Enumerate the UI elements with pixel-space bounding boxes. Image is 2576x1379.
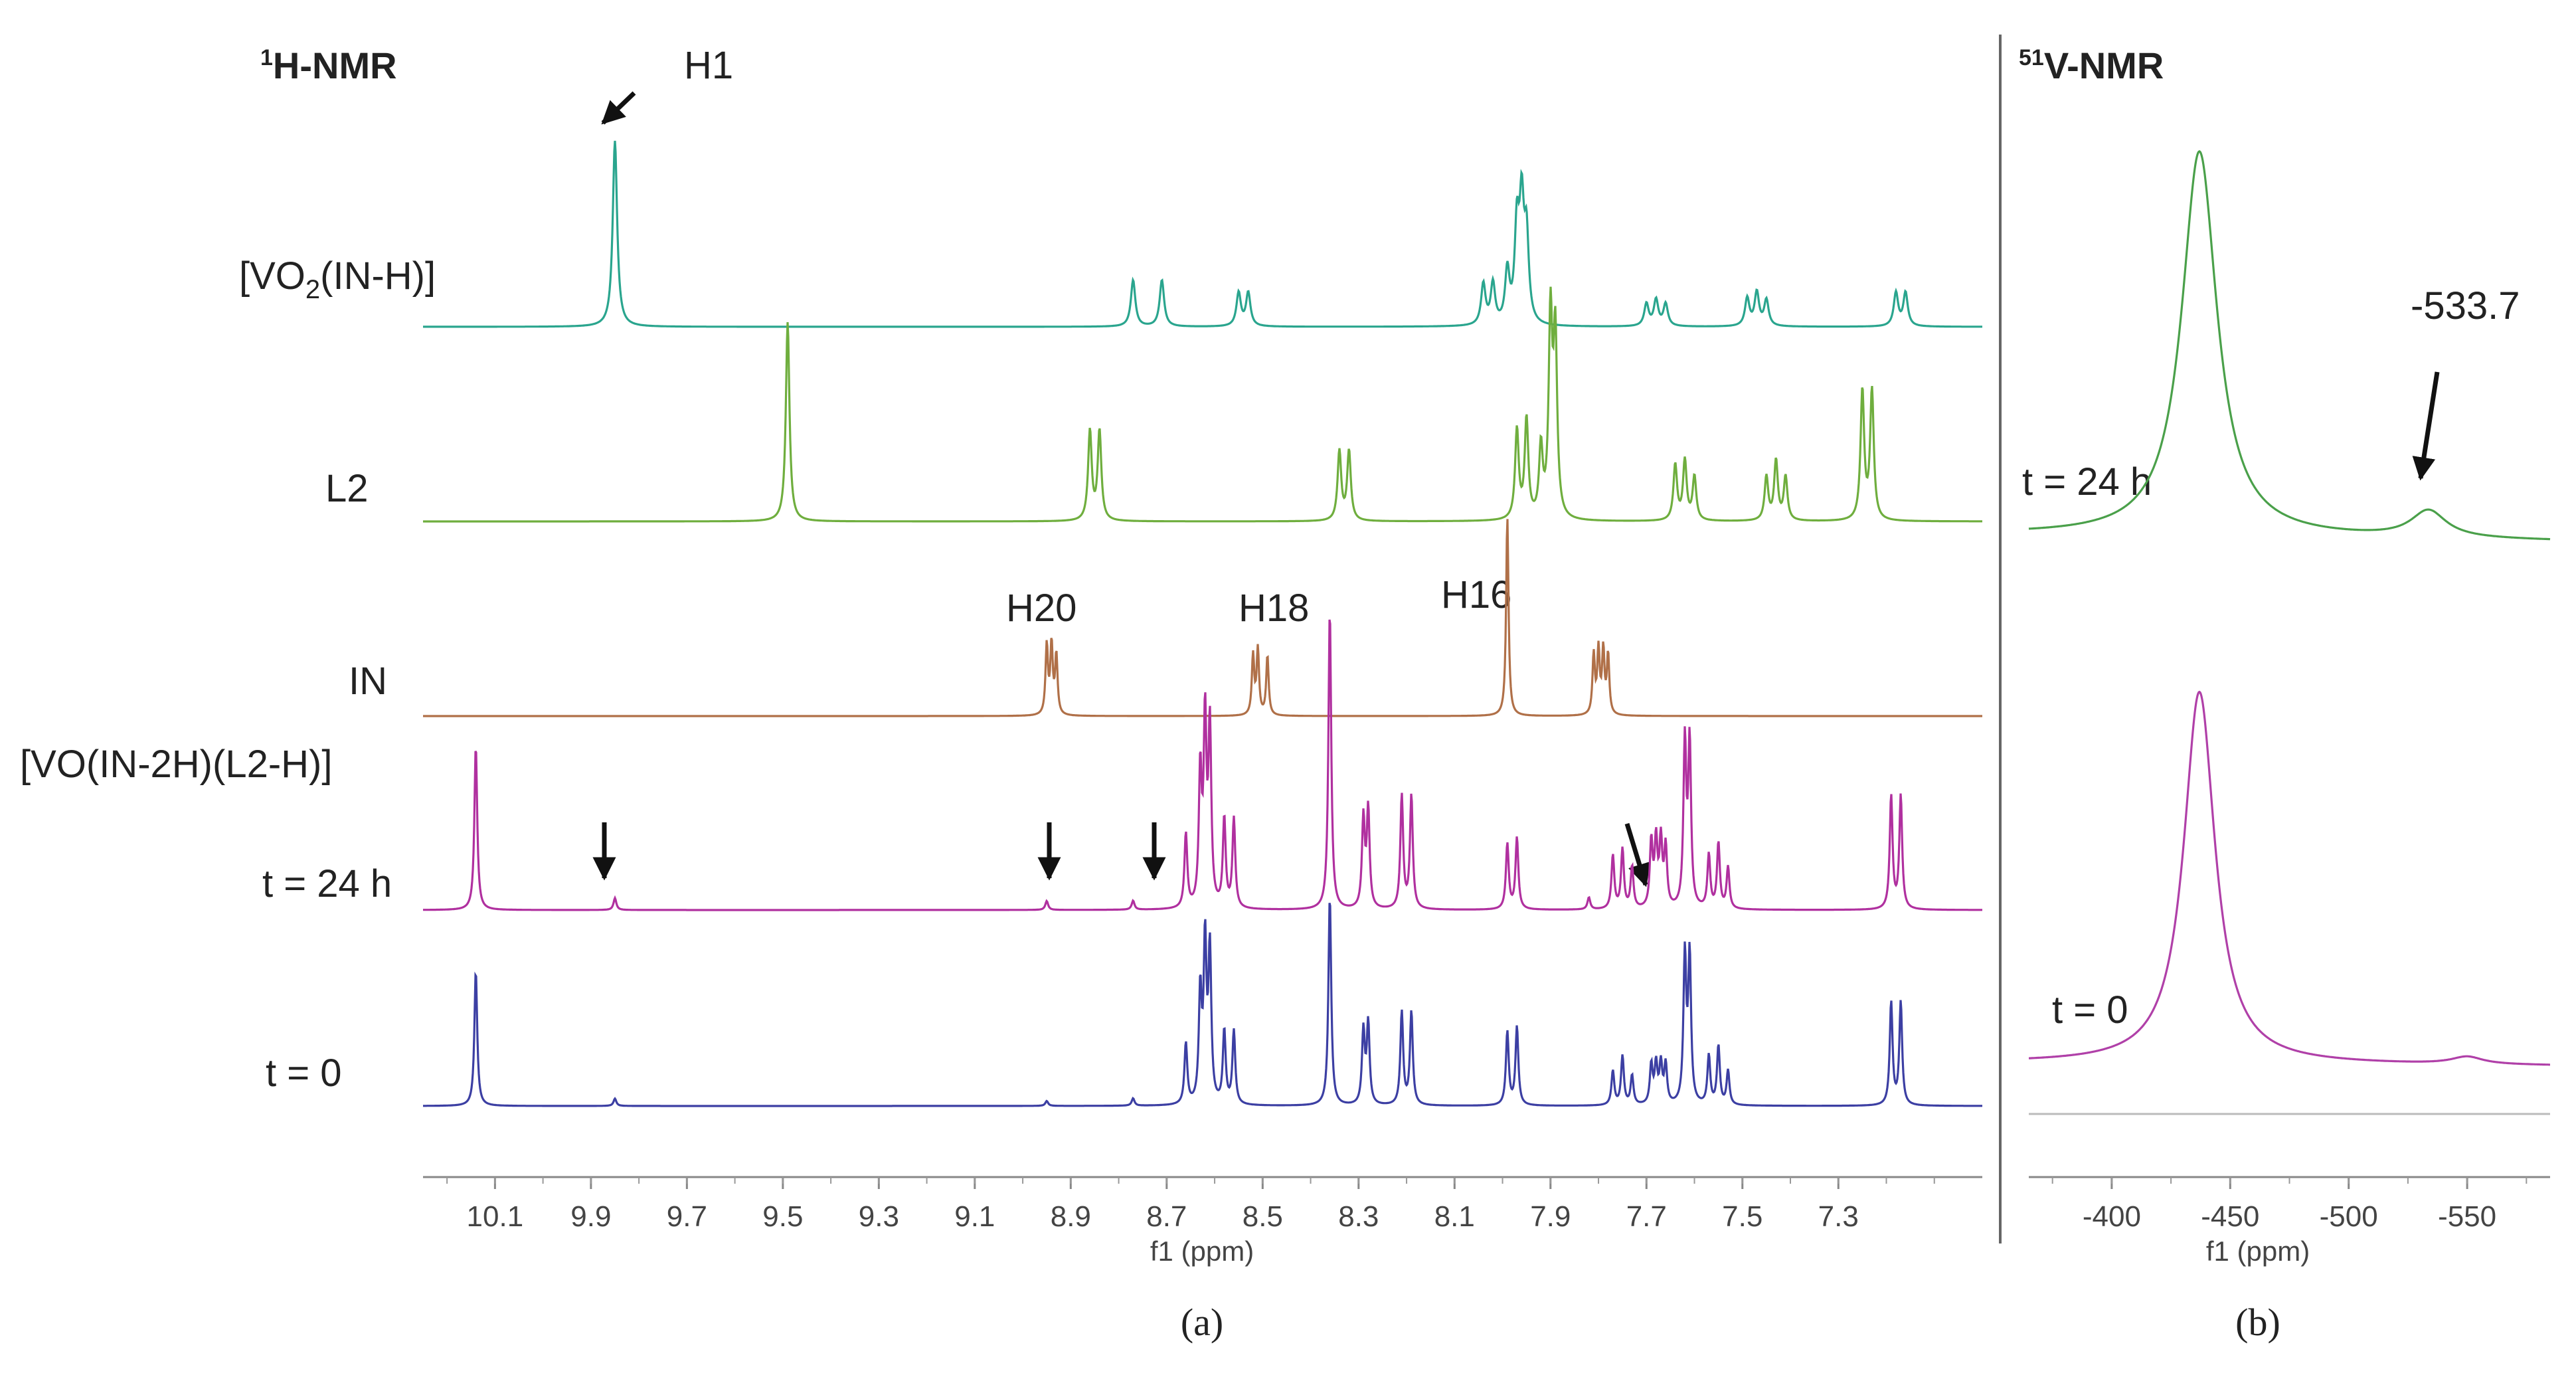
arrow-h16-24h [1624, 822, 1651, 887]
annotation-533: -533.7 [2411, 284, 2520, 327]
tick-b-label: -400 [2083, 1200, 2141, 1233]
tick-a-label: 9.1 [954, 1200, 995, 1233]
tick-a-label: 8.1 [1434, 1200, 1475, 1233]
label-in: IN [349, 660, 387, 703]
tick-a-label: 8.9 [1051, 1200, 1091, 1233]
tick-a-label: 9.5 [762, 1200, 803, 1233]
tick-a-label: 7.5 [1722, 1200, 1762, 1233]
tick-b-label: -450 [2201, 1200, 2259, 1233]
spectrum-b-t-0 [2029, 690, 2550, 1066]
panel-a-title: 1H-NMR [260, 45, 397, 86]
proton-spectra [423, 140, 1982, 1107]
tick-a-label: 7.7 [1626, 1200, 1667, 1233]
spectrum-a-l2 [423, 286, 1982, 523]
spectrum-a-t-0 [423, 903, 1982, 1107]
spectrum-a-t-24-h [423, 619, 1982, 911]
label-b-t24h: t = 24 h [2022, 460, 2152, 504]
spectrum-a-vo2-in-h [423, 140, 1982, 328]
annotation-h20: H20 [1006, 587, 1076, 630]
axis-a-ticks: 10.1 9.9 9.7 9.5 9.3 9.1 8.9 8.7 8.5 8.3 8.1 7.9 7.7… [446, 1177, 1935, 1233]
axis-b-ticks: -400 -450 -500 -550 [2051, 1177, 2528, 1233]
label-vo2-in-h: [VO2(IN-H)] [239, 254, 436, 304]
label-t24h: t = 24 h [262, 862, 392, 905]
tick-a-label: 8.5 [1243, 1200, 1283, 1233]
tick-a-label: 10.1 [467, 1200, 524, 1233]
axis-b-label: f1 (ppm) [2206, 1236, 2310, 1267]
panel-b-title: 51V-NMR [2019, 45, 2164, 86]
tick-a-label: 7.3 [1818, 1200, 1859, 1233]
panel-b-label: (b) [2235, 1301, 2280, 1344]
tick-a-label: 9.9 [570, 1200, 611, 1233]
vanadium-spectra [2028, 150, 2551, 1066]
annotation-h18: H18 [1239, 587, 1309, 630]
annotation-h1: H1 [684, 44, 733, 87]
arrow-533 [2412, 371, 2440, 481]
spectrum-a-in [423, 519, 1982, 717]
panel-a-label: (a) [1181, 1301, 1223, 1344]
label-complex: [VO(IN-2H)(L2-H)] [20, 743, 332, 786]
axis-a-label: f1 (ppm) [1150, 1236, 1254, 1267]
tick-b-label: -500 [2320, 1200, 2378, 1233]
annotation-h16: H16 [1441, 573, 1511, 616]
spectrum-b-t-24-h [2028, 150, 2551, 541]
tick-a-label: 8.3 [1338, 1200, 1379, 1233]
arrow-h1 [601, 91, 636, 125]
tick-a-label: 8.7 [1146, 1200, 1187, 1233]
tick-a-label: 9.3 [859, 1200, 899, 1233]
tick-a-label: 7.9 [1530, 1200, 1571, 1233]
label-t0: t = 0 [266, 1052, 341, 1095]
label-b-t0: t = 0 [2052, 988, 2128, 1032]
tick-a-label: 9.7 [667, 1200, 707, 1233]
tick-b-label: -550 [2438, 1200, 2496, 1233]
label-l2: L2 [325, 467, 369, 510]
